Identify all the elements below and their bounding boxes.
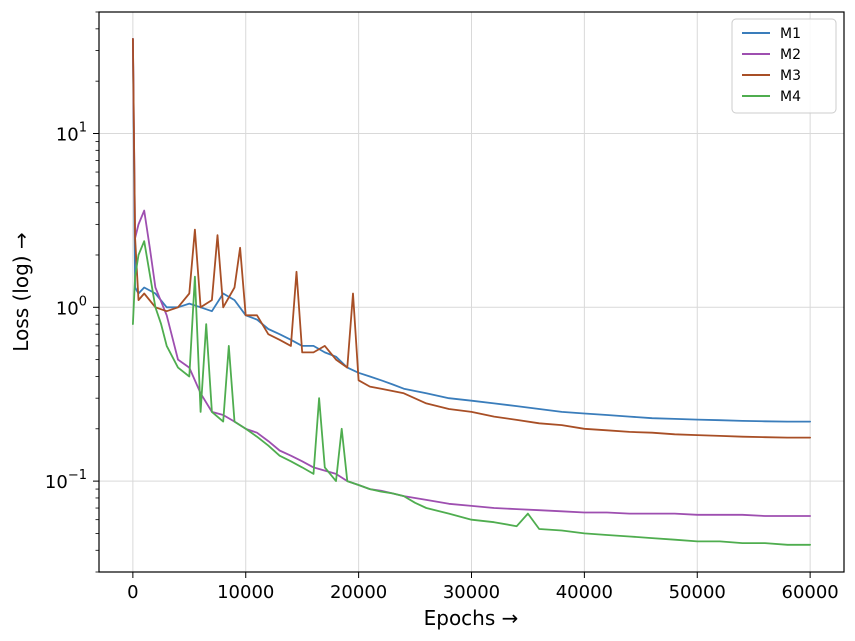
y-tick-label: 100 xyxy=(56,294,87,319)
legend: M1 M2 M3 M4 xyxy=(731,18,837,114)
legend-label: M4 xyxy=(780,89,801,105)
x-tick-label: 10000 xyxy=(217,582,274,603)
x-axis-ticks: 0 10000 20000 30000 40000 50000 60000 xyxy=(127,572,839,603)
x-tick-label: 40000 xyxy=(556,582,613,603)
x-tick-label: 60000 xyxy=(782,582,839,603)
y-axis-ticks: 10−1 100 101 xyxy=(45,11,99,573)
y-tick-label: 10−1 xyxy=(45,468,87,493)
x-tick-label: 30000 xyxy=(443,582,500,603)
legend-label: M1 xyxy=(780,26,801,42)
y-axis-label: Loss (log) → xyxy=(9,232,33,351)
x-axis-label: Epochs → xyxy=(424,606,519,630)
series-line-m3 xyxy=(132,38,811,439)
series-line-m4 xyxy=(132,240,811,546)
legend-label: M2 xyxy=(780,47,801,63)
legend-box xyxy=(731,18,837,114)
x-tick-label: 50000 xyxy=(669,582,726,603)
x-tick-label: 0 xyxy=(127,582,138,603)
x-tick-label: 20000 xyxy=(330,582,387,603)
series-lines xyxy=(132,38,811,546)
y-tick-label: 101 xyxy=(56,120,87,145)
legend-label: M3 xyxy=(780,68,801,84)
